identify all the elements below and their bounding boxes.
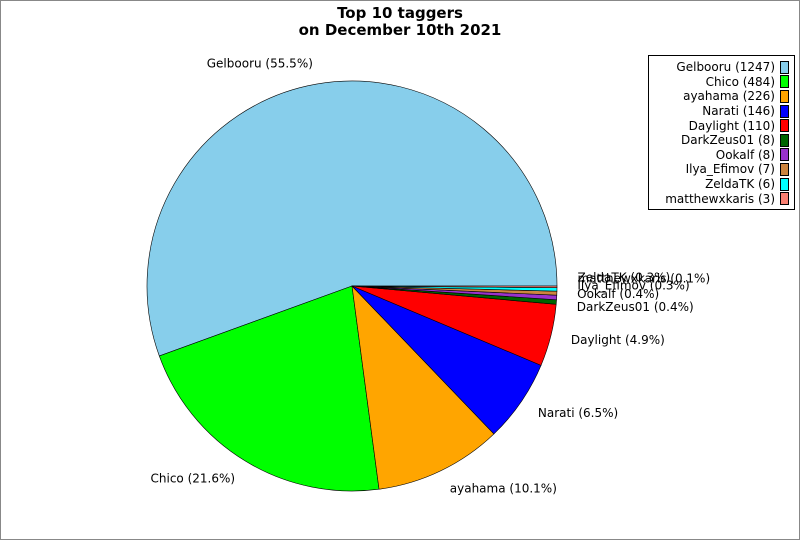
pie-label-9: matthewxkaris (0.1%) (578, 271, 711, 285)
legend-label: ZeldaTK (6) (705, 177, 775, 192)
pie-label-0: Gelbooru (55.5%) (207, 56, 313, 70)
legend-item-8: ZeldaTK (6) (649, 177, 794, 192)
legend-item-7: Ilya_Efimov (7) (649, 162, 794, 177)
chart-title-line-2: on December 10th 2021 (299, 21, 502, 39)
legend-label: Ookalf (8) (715, 147, 775, 162)
chart-title-line-1: Top 10 taggers (337, 4, 463, 22)
pie-label-1: Chico (21.6%) (151, 471, 236, 485)
legend-swatch (780, 89, 789, 103)
legend-item-3: Narati (146) (649, 104, 794, 119)
pie-label-2: ayahama (10.1%) (450, 482, 557, 496)
pie-slices (146, 80, 558, 492)
legend-label: DarkZeus01 (8) (680, 133, 775, 148)
legend-label: Gelbooru (1247) (676, 60, 775, 75)
legend-swatch (780, 148, 789, 162)
legend-label: Chico (484) (705, 74, 775, 89)
legend-label: ayahama (226) (683, 89, 775, 104)
legend-label: matthewxkaris (3) (665, 191, 775, 206)
legend-label: Ilya_Efimov (7) (685, 162, 775, 177)
legend-item-9: matthewxkaris (3) (649, 191, 794, 206)
legend-swatch (780, 192, 789, 206)
pie-label-4: Daylight (4.9%) (571, 333, 665, 347)
pie-slice-1 (158, 285, 380, 492)
legend: Gelbooru (1247) Chico (484) ayahama (226) N… (648, 55, 795, 210)
pie-slice-0 (146, 80, 558, 357)
legend-label: Daylight (110) (688, 118, 775, 133)
pie-slice-2 (351, 285, 495, 490)
legend-swatch (780, 60, 789, 74)
legend-swatch (780, 133, 789, 147)
legend-item-5: DarkZeus01 (8) (649, 133, 794, 148)
pie-label-7: Ilya_Efimov (0.3%) (577, 278, 689, 292)
legend-swatch (780, 119, 789, 133)
pie-label-8: ZeldaTK (0.3%) (577, 270, 670, 284)
legend-swatch (780, 162, 789, 176)
legend-swatch (780, 75, 789, 89)
pie-label-6: Ookalf (0.4%) (577, 287, 659, 301)
legend-item-0: Gelbooru (1247) (649, 60, 794, 75)
legend-item-2: ayahama (226) (649, 89, 794, 104)
pie-label-3: Narati (6.5%) (538, 406, 618, 420)
legend-swatch (780, 177, 789, 191)
pie-label-5: DarkZeus01 (0.4%) (577, 300, 694, 314)
legend-item-6: Ookalf (8) (649, 148, 794, 163)
legend-swatch (780, 104, 789, 118)
pie-labels: Gelbooru (55.5%) Chico (21.6%) ayahama (10… (151, 56, 711, 495)
legend-item-4: Daylight (110) (649, 118, 794, 133)
legend-item-1: Chico (484) (649, 75, 794, 90)
legend-label: Narati (146) (702, 104, 775, 119)
pie-slice-9 (351, 285, 558, 289)
